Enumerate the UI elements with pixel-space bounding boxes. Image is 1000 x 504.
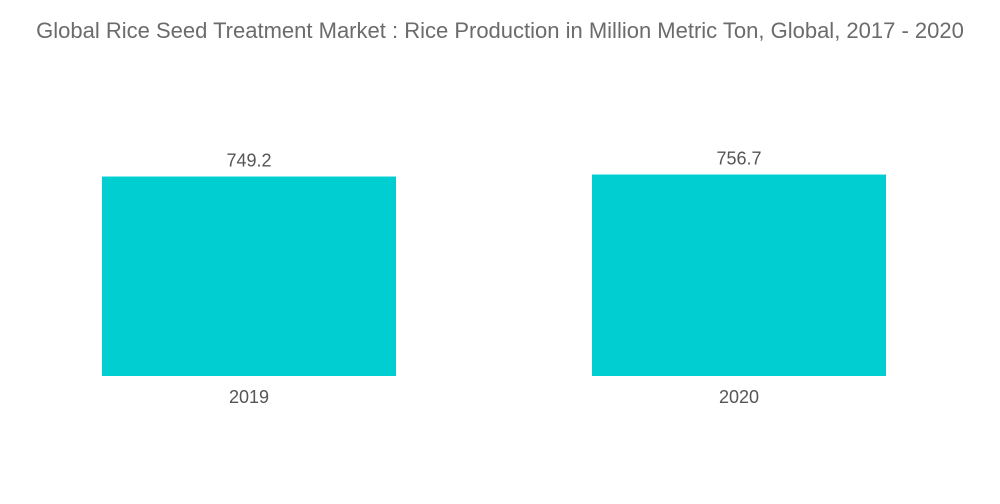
chart-title: Global Rice Seed Treatment Market : Rice… bbox=[36, 18, 964, 43]
data-label-2019: 749.2 bbox=[226, 151, 271, 171]
x-tick-label-2019: 2019 bbox=[229, 387, 269, 407]
bar-2019 bbox=[102, 176, 396, 376]
x-tick-label-2020: 2020 bbox=[719, 387, 759, 407]
bar-2020 bbox=[592, 174, 886, 376]
data-label-2020: 756.7 bbox=[716, 149, 761, 169]
